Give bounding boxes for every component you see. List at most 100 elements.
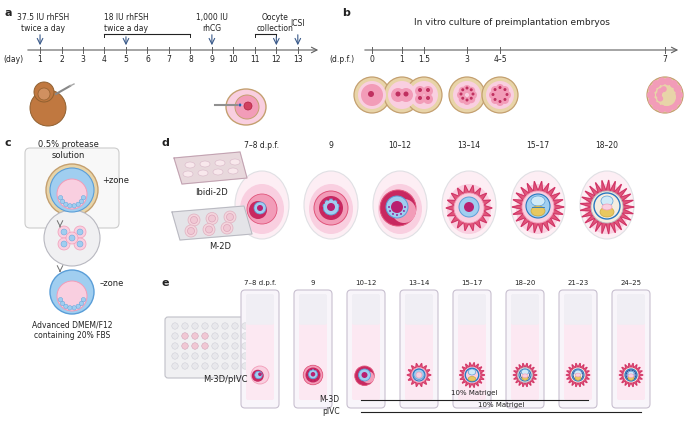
FancyBboxPatch shape: [400, 290, 438, 408]
Text: 13: 13: [293, 54, 303, 63]
FancyBboxPatch shape: [511, 321, 539, 400]
Circle shape: [396, 214, 398, 216]
FancyBboxPatch shape: [347, 290, 385, 408]
Ellipse shape: [600, 207, 614, 217]
Circle shape: [323, 212, 325, 215]
Circle shape: [30, 90, 66, 126]
Circle shape: [242, 323, 248, 329]
Ellipse shape: [469, 377, 476, 381]
Circle shape: [222, 323, 228, 329]
Circle shape: [471, 93, 475, 96]
Circle shape: [496, 84, 504, 92]
Circle shape: [499, 100, 501, 103]
Circle shape: [188, 214, 200, 226]
Circle shape: [470, 97, 473, 100]
Circle shape: [72, 306, 76, 310]
Circle shape: [232, 343, 238, 349]
FancyBboxPatch shape: [165, 317, 255, 378]
Text: 1: 1: [399, 54, 404, 63]
Circle shape: [202, 343, 208, 349]
Polygon shape: [172, 206, 252, 240]
FancyBboxPatch shape: [405, 294, 433, 325]
Circle shape: [386, 196, 408, 218]
Ellipse shape: [516, 184, 560, 234]
Circle shape: [355, 366, 374, 385]
Text: 37.5 IU rhFSH
twice a day: 37.5 IU rhFSH twice a day: [17, 13, 69, 33]
Circle shape: [57, 179, 87, 209]
Circle shape: [494, 88, 497, 91]
Ellipse shape: [628, 374, 634, 378]
Text: 9: 9: [210, 54, 214, 63]
FancyBboxPatch shape: [458, 321, 486, 400]
Ellipse shape: [215, 160, 225, 166]
Circle shape: [68, 306, 72, 310]
Circle shape: [77, 241, 83, 247]
Circle shape: [463, 85, 471, 93]
Ellipse shape: [373, 171, 427, 239]
Circle shape: [418, 88, 422, 92]
Text: 7: 7: [166, 54, 171, 63]
Circle shape: [242, 353, 248, 359]
Circle shape: [361, 84, 383, 106]
Circle shape: [658, 88, 676, 106]
Polygon shape: [619, 363, 643, 387]
Text: 13–14: 13–14: [408, 280, 429, 286]
Ellipse shape: [228, 168, 238, 174]
FancyBboxPatch shape: [564, 321, 592, 400]
Circle shape: [457, 91, 465, 99]
Circle shape: [323, 201, 325, 204]
Circle shape: [673, 97, 682, 105]
Polygon shape: [174, 152, 247, 184]
Circle shape: [242, 333, 248, 339]
Circle shape: [463, 97, 471, 105]
Polygon shape: [513, 363, 537, 387]
Circle shape: [60, 199, 65, 204]
Circle shape: [182, 323, 188, 329]
Circle shape: [79, 199, 84, 204]
Text: 6: 6: [145, 54, 150, 63]
Circle shape: [414, 369, 424, 380]
FancyBboxPatch shape: [352, 294, 380, 325]
Text: 1,000 IU
rhCG: 1,000 IU rhCG: [196, 13, 228, 33]
Circle shape: [467, 95, 475, 103]
Circle shape: [212, 353, 219, 359]
Ellipse shape: [511, 171, 565, 239]
Circle shape: [459, 87, 466, 95]
Circle shape: [358, 81, 386, 109]
Circle shape: [255, 371, 262, 379]
Circle shape: [499, 86, 501, 89]
Text: 10: 10: [229, 54, 238, 63]
Circle shape: [647, 91, 655, 99]
Text: e: e: [162, 278, 169, 288]
Circle shape: [232, 353, 238, 359]
FancyBboxPatch shape: [25, 148, 119, 228]
Circle shape: [206, 212, 218, 224]
Text: 10–12: 10–12: [356, 280, 377, 286]
Circle shape: [202, 363, 208, 369]
Circle shape: [492, 93, 495, 96]
Circle shape: [76, 304, 80, 309]
Circle shape: [192, 333, 198, 339]
Circle shape: [317, 371, 319, 372]
Text: In vitro culture of preimplantation embryos: In vitro culture of preimplantation embr…: [414, 17, 610, 26]
Ellipse shape: [469, 369, 476, 375]
Circle shape: [506, 93, 508, 96]
Circle shape: [327, 198, 329, 201]
Polygon shape: [512, 181, 564, 233]
Text: 7–8 d.p.f.: 7–8 d.p.f.: [244, 280, 276, 286]
Circle shape: [222, 363, 228, 369]
Text: 11: 11: [250, 54, 260, 63]
Text: +zone: +zone: [102, 176, 129, 184]
FancyBboxPatch shape: [246, 294, 274, 325]
Ellipse shape: [628, 376, 634, 380]
Text: 1.5: 1.5: [418, 54, 430, 63]
Circle shape: [222, 343, 228, 349]
Circle shape: [333, 198, 335, 201]
Circle shape: [60, 301, 65, 306]
Circle shape: [182, 343, 188, 349]
FancyBboxPatch shape: [294, 290, 332, 408]
Circle shape: [323, 199, 339, 215]
Circle shape: [673, 85, 682, 93]
Text: 8: 8: [188, 54, 192, 63]
Circle shape: [526, 194, 550, 218]
